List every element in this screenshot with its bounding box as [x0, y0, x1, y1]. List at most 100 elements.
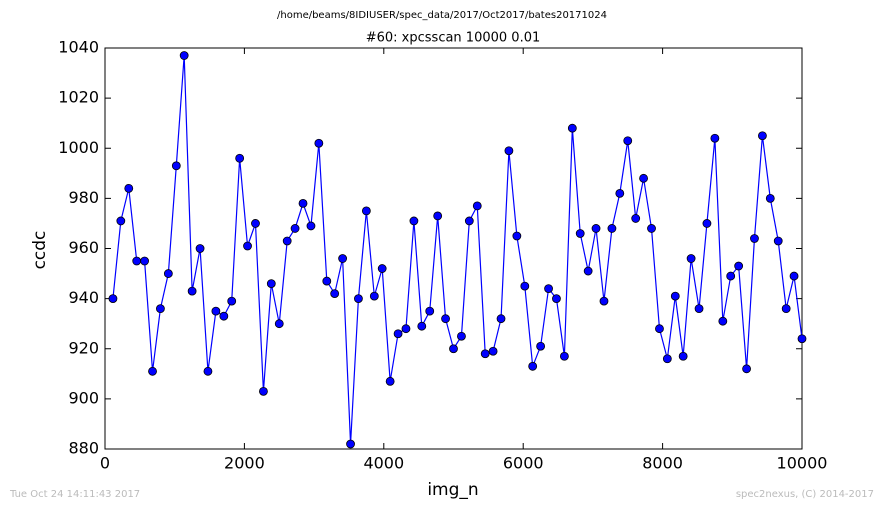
data-point	[789, 271, 799, 281]
data-point	[591, 224, 601, 233]
data-point	[211, 306, 221, 316]
data-point	[377, 264, 387, 273]
y-axis-label: ccdc	[30, 231, 50, 270]
data-point	[259, 386, 268, 396]
data-point	[124, 183, 134, 193]
data-point	[290, 224, 300, 233]
data-point	[528, 361, 538, 371]
data-point	[179, 51, 189, 60]
data-point	[655, 324, 664, 334]
data-point	[575, 229, 585, 238]
x-tick-label: 8000	[642, 454, 683, 473]
plot-frame	[104, 47, 803, 450]
data-point	[140, 256, 149, 266]
data-point	[227, 296, 237, 306]
x-axis-label: img_n	[427, 480, 478, 500]
data-point	[361, 206, 371, 216]
data-point	[298, 198, 308, 208]
data-point	[742, 364, 751, 374]
data-point	[734, 261, 744, 271]
data-point	[536, 341, 546, 351]
data-point	[187, 286, 197, 296]
data-point	[702, 219, 712, 228]
data-line	[112, 55, 803, 445]
y-tick-label: 960	[68, 238, 99, 257]
data-point	[163, 269, 173, 278]
data-point	[235, 153, 245, 163]
data-point	[354, 294, 363, 304]
data-point	[219, 311, 229, 321]
data-point	[750, 234, 759, 243]
data-point	[171, 161, 181, 171]
x-tick-label: 0	[100, 454, 110, 473]
data-point	[718, 316, 728, 326]
data-point	[346, 439, 355, 449]
data-point	[639, 173, 648, 183]
data-point	[401, 324, 411, 334]
data-point	[599, 296, 609, 306]
data-point	[266, 279, 276, 288]
data-point	[615, 188, 625, 198]
data-point	[504, 146, 514, 156]
data-point	[132, 256, 142, 266]
chart-title: /home/beams/8IDIUSER/spec_data/2017/Oct2…	[277, 10, 607, 21]
data-point	[251, 219, 260, 228]
data-point	[449, 344, 458, 354]
data-point	[385, 376, 395, 386]
data-point	[243, 241, 252, 251]
data-point	[710, 133, 720, 143]
footer-left: Tue Oct 24 14:11:43 2017	[9, 489, 140, 500]
data-point	[314, 138, 324, 148]
data-point	[488, 346, 498, 356]
data-point	[694, 304, 704, 314]
data-point	[559, 351, 569, 361]
data-point	[583, 266, 593, 276]
data-point	[472, 201, 482, 211]
data-point	[797, 334, 807, 344]
data-point	[409, 216, 419, 226]
data-point	[670, 291, 680, 301]
data-point	[417, 321, 427, 331]
data-point	[607, 224, 617, 233]
y-tick-label: 940	[68, 288, 99, 307]
y-tick-label: 900	[68, 388, 99, 407]
data-point	[306, 221, 316, 231]
data-point	[662, 354, 672, 364]
data-point	[480, 349, 490, 359]
data-point	[631, 214, 641, 223]
data-point	[781, 304, 791, 314]
data-point	[116, 216, 126, 226]
data-point	[567, 123, 577, 133]
data-point	[457, 331, 466, 341]
x-tick-label: 10000	[777, 454, 828, 473]
y-tick-label: 880	[68, 439, 99, 458]
data-point	[773, 236, 783, 246]
data-point	[647, 224, 656, 233]
data-point	[441, 314, 450, 324]
data-point	[282, 236, 292, 246]
x-tick-label: 6000	[503, 454, 544, 473]
data-point	[148, 366, 157, 376]
data-point	[393, 329, 403, 339]
footer-right: spec2nexus, (C) 2014-2017	[736, 489, 874, 500]
data-point	[758, 131, 767, 141]
data-point	[195, 244, 205, 253]
x-tick-label: 4000	[363, 454, 404, 473]
data-point	[330, 289, 340, 299]
data-point	[464, 216, 474, 226]
data-point	[544, 284, 553, 294]
y-tick-label: 1040	[58, 38, 99, 57]
y-tick-label: 920	[68, 338, 99, 357]
y-tick-label: 980	[68, 188, 99, 207]
data-point	[322, 276, 332, 286]
data-point	[369, 291, 379, 301]
data-point	[156, 304, 165, 314]
data-point	[765, 193, 775, 203]
data-point	[678, 351, 688, 361]
y-tick-label: 1020	[58, 88, 99, 107]
data-point	[496, 314, 506, 324]
data-point	[338, 254, 348, 263]
x-tick-label: 2000	[224, 454, 265, 473]
y-tick-label: 1000	[58, 138, 99, 157]
